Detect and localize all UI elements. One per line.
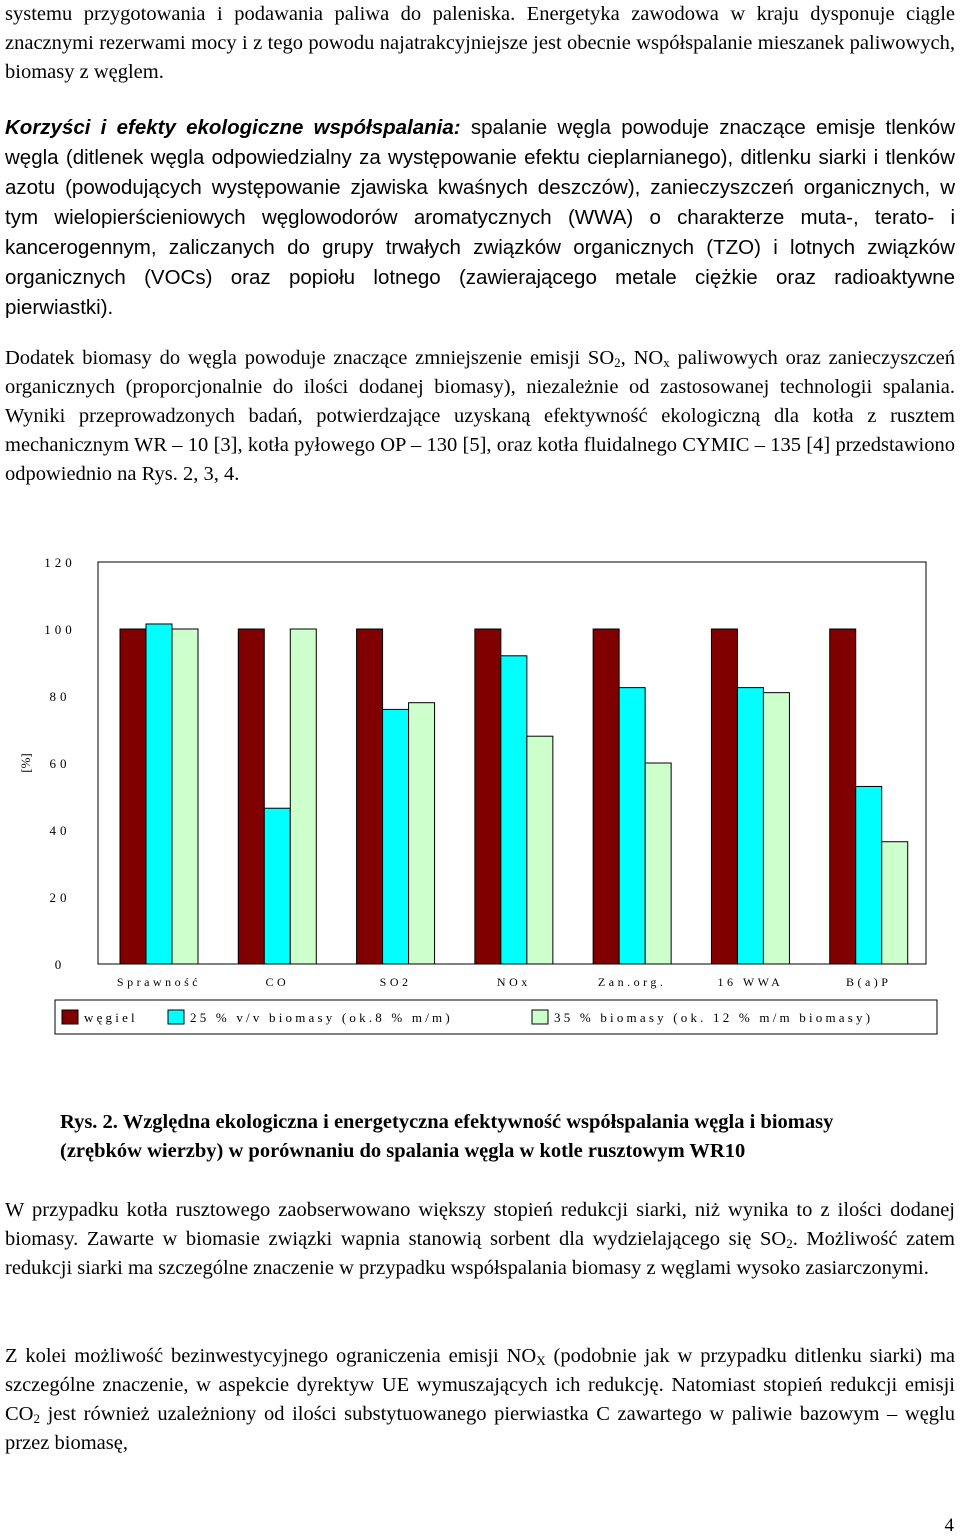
- figure-caption: Rys. 2. Względna ekologiczna i energetyc…: [60, 1108, 940, 1166]
- caption-line-2: (zrębków wierzby) w porównaniu do spalan…: [60, 1140, 746, 1162]
- benefits-body: spalanie węgla powoduje znaczące emisje …: [5, 116, 956, 319]
- legend-swatch: [61, 1009, 79, 1025]
- y-tick-label: 20: [50, 890, 71, 905]
- bar: [145, 623, 173, 965]
- y-tick-label: 60: [50, 756, 71, 771]
- y-axis-label: [%]: [18, 753, 33, 773]
- biomass-paragraph: Dodatek biomasy do węgla powoduje znaczą…: [5, 347, 956, 485]
- bar: [618, 687, 646, 965]
- bar: [762, 692, 790, 965]
- x-tick-label: NOx: [497, 975, 531, 989]
- y-tick-label: 120: [44, 555, 76, 570]
- bar: [710, 628, 738, 965]
- caption-line-1: Rys. 2. Względna ekologiczna i energetyc…: [60, 1111, 834, 1133]
- legend-swatch: [531, 1009, 549, 1025]
- bar: [855, 785, 883, 965]
- x-tick-label: Zan.org.: [598, 975, 666, 989]
- bar: [829, 628, 857, 965]
- y-tick-label: 100: [44, 622, 76, 637]
- page-number: 4: [944, 1515, 955, 1536]
- x-tick-label: SO2: [380, 975, 412, 989]
- bar: [644, 762, 672, 965]
- intro-paragraph: systemu przygotowania i podawania paliwa…: [5, 3, 955, 83]
- nox-paragraph: Z kolei możliwość bezinwestycyjnego ogra…: [5, 1345, 955, 1454]
- bar: [592, 628, 620, 965]
- bar: [171, 628, 199, 965]
- x-tick-label: Sprawność: [117, 975, 201, 989]
- legend-swatch: [167, 1009, 185, 1025]
- x-tick-label: B(a)P: [846, 975, 892, 989]
- benefits-heading: Korzyści i efekty ekologiczne współspala…: [5, 116, 956, 319]
- y-tick-label: 40: [50, 823, 71, 838]
- grate-boiler-paragraph: W przypadku kotła rusztowego zaobserwowa…: [5, 1199, 955, 1279]
- x-tick-label: CO: [265, 975, 289, 989]
- legend-label: węgiel: [84, 1010, 138, 1025]
- bar: [237, 628, 265, 965]
- bar: [263, 807, 291, 965]
- y-tick-label: 80: [50, 689, 71, 704]
- y-tick-label: 0: [55, 957, 66, 972]
- benefits-paragraph: Korzyści i efekty ekologiczne współspala…: [5, 113, 955, 323]
- bar: [382, 708, 410, 965]
- bar: [356, 628, 384, 965]
- legend-label: 35 % biomasy (ok. 12 % m/m biomasy): [554, 1010, 873, 1025]
- bar: [474, 628, 502, 965]
- emission-bar-chart: 0 20 40 60 80 100 120 [%] Sprawność CO SO2 NOx Zan.o…: [0, 540, 960, 1050]
- legend-label: 25 % v/v biomasy (ok.8 % m/m): [190, 1010, 453, 1025]
- bar: [408, 702, 436, 965]
- x-tick-label: 16 WWA: [718, 975, 784, 989]
- legend-frame: [54, 999, 938, 1035]
- bar: [500, 655, 528, 965]
- bar: [526, 735, 554, 965]
- chart-svg: 0 20 40 60 80 100 120 [%] Sprawność CO SO2 NOx Zan.o…: [18, 555, 938, 1035]
- bar: [119, 628, 147, 965]
- bar: [736, 687, 764, 965]
- bar: [881, 841, 909, 965]
- bar: [289, 628, 317, 965]
